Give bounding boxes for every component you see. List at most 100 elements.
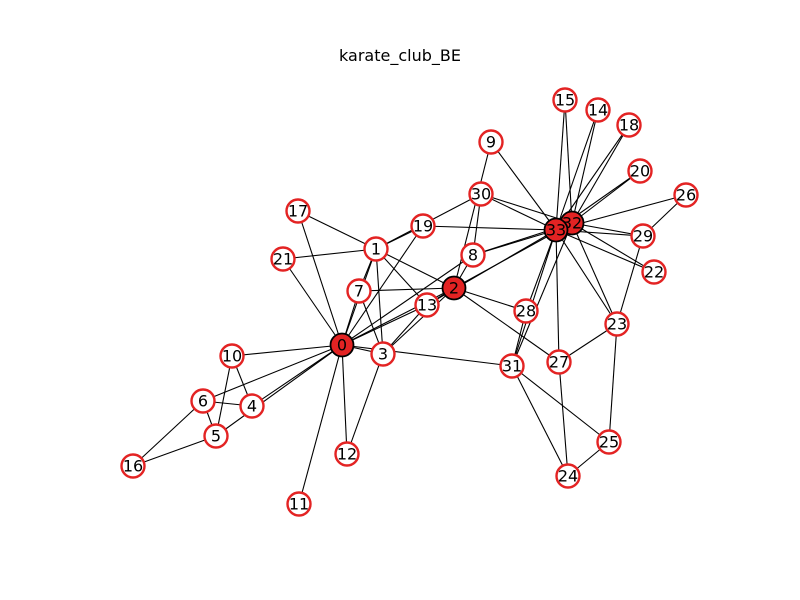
edge-14-32: [571, 109, 599, 224]
node-circle: [346, 278, 372, 304]
node-label: 23: [607, 315, 627, 334]
node-label: 0: [337, 336, 347, 355]
edge-0-6: [202, 344, 343, 402]
node-14: 14: [585, 97, 611, 123]
node-11: 11: [286, 491, 312, 517]
node-label: 21: [273, 250, 293, 269]
edge-15-33: [555, 99, 566, 231]
node-circle: [627, 158, 653, 184]
node-28: 28: [513, 298, 539, 324]
node-label: 18: [619, 116, 639, 135]
node-circle: [543, 217, 569, 243]
figure-title: karate_club_BE: [339, 46, 461, 65]
edge-23-25: [608, 323, 618, 443]
edge-3-12: [346, 353, 384, 455]
node-label: 17: [288, 202, 308, 221]
node-label: 14: [588, 101, 608, 120]
node-circle: [616, 112, 642, 138]
node-circle: [546, 349, 572, 375]
node-circle: [555, 463, 581, 489]
edge-15-32: [564, 99, 573, 224]
edge-31-32: [511, 222, 573, 367]
node-label: 20: [630, 162, 650, 181]
node-circle: [468, 181, 494, 207]
node-label: 15: [555, 91, 575, 110]
edge-5-10: [215, 355, 233, 437]
node-label: 27: [549, 353, 569, 372]
node-24: 24: [555, 463, 581, 489]
edge-5-16: [132, 435, 217, 467]
node-label: 24: [558, 467, 578, 486]
edge-28-33: [525, 229, 557, 312]
edge-0-17: [297, 210, 343, 346]
node-label: 11: [289, 495, 309, 514]
node-label: 9: [486, 133, 496, 152]
node-label: 30: [471, 185, 491, 204]
node-label: 12: [337, 445, 357, 464]
edge-24-31: [511, 365, 569, 477]
node-circle: [499, 353, 525, 379]
node-15: 15: [552, 87, 578, 113]
edge-9-33: [490, 141, 557, 231]
node-circle: [641, 259, 667, 285]
node-circle: [460, 242, 486, 268]
edge-20-32: [571, 170, 641, 224]
node-circle: [478, 129, 504, 155]
node-circle: [334, 441, 360, 467]
edge-19-33: [422, 225, 557, 231]
edge-2-9: [453, 141, 492, 289]
node-16: 16: [120, 453, 146, 479]
node-circle: [286, 491, 312, 517]
node-8: 8: [460, 242, 486, 268]
node-circle: [120, 453, 146, 479]
node-circle: [410, 213, 436, 239]
edge-2-7: [358, 287, 455, 292]
node-circle: [329, 332, 355, 358]
node-label: 19: [413, 217, 433, 236]
node-circle: [513, 298, 539, 324]
node-label: 8: [468, 246, 478, 265]
edge-0-11: [298, 344, 343, 505]
node-circle: [596, 429, 622, 455]
node-33: 33: [543, 217, 569, 243]
edge-0-5: [215, 344, 343, 437]
edge-25-31: [511, 365, 610, 443]
node-circle: [441, 275, 467, 301]
node-circle: [414, 292, 440, 318]
node-label: 25: [599, 433, 619, 452]
node-22: 22: [641, 259, 667, 285]
edge-0-12: [341, 344, 348, 455]
edge-23-29: [616, 235, 644, 325]
node-6: 6: [190, 388, 216, 414]
node-25: 25: [596, 429, 622, 455]
node-label: 1: [371, 240, 381, 259]
node-label: 3: [378, 345, 388, 364]
node-19: 19: [410, 213, 436, 239]
node-23: 23: [604, 311, 630, 337]
node-label: 26: [676, 186, 696, 205]
node-circle: [552, 87, 578, 113]
edge-0-19: [341, 225, 424, 346]
node-label: 13: [417, 296, 437, 315]
edge-22-32: [571, 222, 655, 273]
node-label: 6: [198, 392, 208, 411]
node-circle: [604, 311, 630, 337]
node-label: 10: [222, 347, 242, 366]
edge-27-33: [555, 229, 560, 363]
node-4: 4: [239, 393, 265, 419]
node-2: 2: [441, 275, 467, 301]
node-label: 33: [546, 221, 566, 240]
node-circle: [219, 343, 245, 369]
node-label: 16: [123, 457, 143, 476]
node-13: 13: [414, 292, 440, 318]
node-27: 27: [546, 349, 572, 375]
edge-2-3: [382, 287, 455, 355]
edge-0-8: [341, 254, 474, 346]
node-3: 3: [370, 341, 396, 367]
edge-0-13: [341, 304, 428, 346]
node-1: 1: [363, 236, 389, 262]
node-circle: [270, 246, 296, 272]
edge-1-21: [282, 248, 377, 260]
node-label: 28: [516, 302, 536, 321]
